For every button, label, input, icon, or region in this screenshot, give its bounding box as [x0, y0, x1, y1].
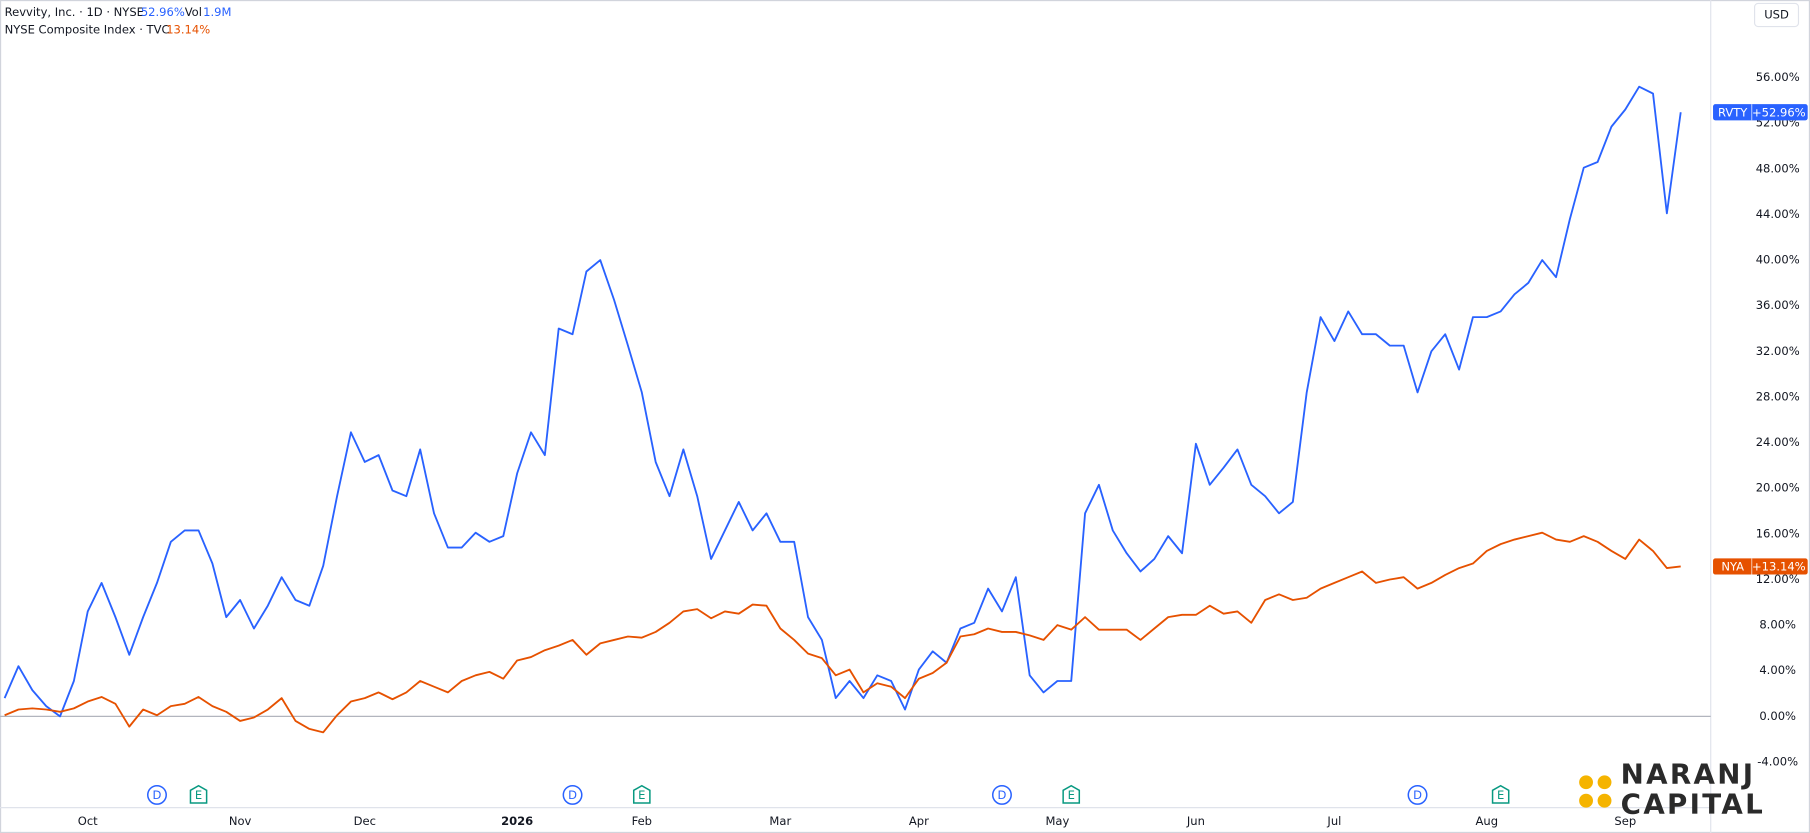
- event-label[interactable]: D: [998, 788, 1007, 802]
- event-marker[interactable]: [1491, 784, 1510, 804]
- x-tick-label: Jul: [1326, 814, 1341, 828]
- x-tick-label: Apr: [909, 814, 929, 828]
- x-tick-label: 2026: [501, 814, 533, 828]
- series-line: [3, 85, 1682, 718]
- event-marker[interactable]: [562, 784, 583, 805]
- x-tick-label: Nov: [229, 814, 252, 828]
- event-marker[interactable]: [991, 784, 1012, 805]
- event-marker[interactable]: [147, 784, 167, 805]
- x-tick-label: Mar: [769, 814, 791, 828]
- event-marker[interactable]: [1062, 784, 1081, 804]
- y-tick-label: 48.00%: [1756, 161, 1800, 175]
- y-tick-label: 8.00%: [1759, 618, 1796, 632]
- x-tick-label: Feb: [632, 814, 652, 828]
- price-tag-value: +52.96%: [1752, 105, 1806, 119]
- volume-label: Vol: [185, 5, 202, 19]
- logo: NARANJ CAPITAL: [1579, 757, 1765, 820]
- y-tick-label: 20.00%: [1756, 481, 1800, 495]
- event-label[interactable]: E: [1497, 788, 1504, 802]
- event-label[interactable]: E: [638, 788, 645, 802]
- y-tick-label: 32.00%: [1756, 344, 1800, 358]
- event-label[interactable]: E: [195, 788, 202, 802]
- price-tag-value: +13.14%: [1752, 560, 1806, 574]
- logo-icon: [1579, 775, 1612, 808]
- event-label[interactable]: D: [153, 788, 162, 802]
- y-tick-label: 0.00%: [1759, 709, 1796, 723]
- event-marker[interactable]: [1407, 784, 1428, 805]
- event-label[interactable]: E: [1068, 788, 1075, 802]
- price-tag-symbol: RVTY: [1718, 105, 1748, 119]
- y-tick-label: 28.00%: [1756, 389, 1800, 403]
- price-tag: [1713, 558, 1808, 575]
- volume-value: 1.9M: [203, 5, 231, 19]
- y-tick-label: 24.00%: [1756, 435, 1800, 449]
- series-1-name: Revvity, Inc. · 1D · NYSE: [5, 5, 144, 19]
- event-marker[interactable]: [189, 784, 208, 804]
- series-line: [4, 531, 1681, 734]
- event-label[interactable]: D: [1413, 788, 1422, 802]
- x-tick-label: Jun: [1186, 814, 1205, 828]
- y-tick-label: 4.00%: [1759, 663, 1796, 677]
- x-tick-label: Aug: [1476, 814, 1499, 828]
- price-tag: [1713, 104, 1808, 121]
- series-2-change: 13.14%: [166, 22, 210, 36]
- x-tick-label: Sep: [1614, 814, 1636, 828]
- y-tick-label: 12.00%: [1756, 572, 1800, 586]
- x-tick-label: Dec: [354, 814, 376, 828]
- y-tick-label: 36.00%: [1756, 298, 1800, 312]
- price-tag-symbol: NYA: [1721, 560, 1744, 574]
- event-label[interactable]: D: [568, 788, 577, 802]
- y-tick-label: 56.00%: [1756, 70, 1800, 84]
- y-tick-label: 40.00%: [1756, 253, 1800, 267]
- series-2-name: NYSE Composite Index · TVC: [5, 22, 170, 36]
- y-tick-label: -4.00%: [1757, 754, 1798, 768]
- event-marker[interactable]: [632, 784, 651, 804]
- y-tick-label: 16.00%: [1756, 526, 1800, 540]
- logo-line2: CAPITAL: [1621, 787, 1765, 820]
- series-1-change: 52.96%: [141, 5, 185, 19]
- x-tick-label: Oct: [78, 814, 98, 828]
- currency-button[interactable]: [1754, 2, 1800, 28]
- x-tick-label: May: [1045, 814, 1069, 828]
- y-tick-label: 44.00%: [1756, 207, 1800, 221]
- logo-line1: NARANJ: [1621, 757, 1756, 790]
- currency-label[interactable]: USD: [1764, 8, 1789, 22]
